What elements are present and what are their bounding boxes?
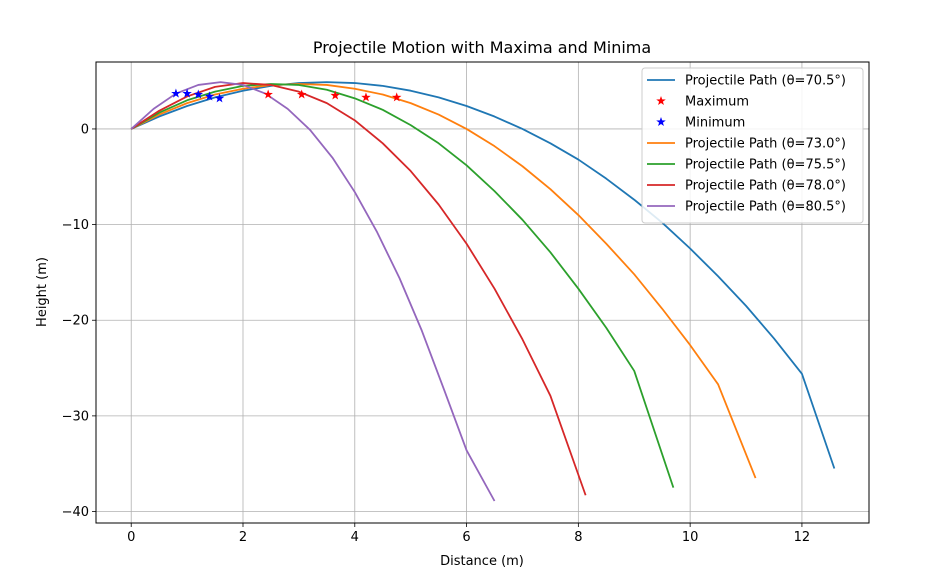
legend-label: Projectile Path (θ=78.0°) — [685, 179, 846, 194]
legend-label: Projectile Path (θ=80.5°) — [685, 200, 846, 215]
series-line — [130, 83, 757, 479]
maximum-marker — [361, 92, 371, 102]
legend-label: Maximum — [685, 95, 749, 110]
maximum-marker — [391, 92, 402, 102]
y-tick-label: −30 — [62, 409, 89, 424]
x-tick-label: 0 — [127, 530, 135, 545]
x-tick-label: 2 — [239, 530, 247, 545]
x-tick-label: 4 — [351, 530, 359, 545]
legend-label: Minimum — [685, 116, 745, 131]
x-axis-title: Distance (m) — [440, 554, 524, 569]
minimum-marker — [182, 88, 192, 98]
y-tick-label: 0 — [81, 122, 89, 137]
series-line — [130, 81, 836, 469]
x-tick-label: 12 — [794, 530, 811, 545]
series-line — [130, 81, 496, 502]
legend-swatch-star — [656, 117, 666, 127]
series-layer — [130, 81, 836, 502]
x-tick-label: 6 — [462, 530, 470, 545]
legend-box — [641, 67, 864, 224]
maximum-marker — [330, 90, 340, 100]
series-line — [130, 82, 587, 496]
y-tick-label: −40 — [62, 505, 89, 520]
ticks: 0 2 4 6 8 10 12 0 −10 −20 −30 −40 — [62, 122, 811, 545]
minimum-marker — [193, 89, 204, 99]
legend: Projectile Path (θ=70.5°) Maximum Minimum P… — [641, 67, 864, 224]
legend-label: Projectile Path (θ=73.0°) — [685, 137, 846, 152]
minimum-marker — [204, 91, 215, 101]
x-tick-label: 8 — [574, 530, 582, 545]
legend-label: Projectile Path (θ=75.5°) — [685, 158, 846, 173]
minimum-marker — [171, 88, 181, 98]
legend-label: Projectile Path (θ=70.5°) — [685, 74, 846, 89]
maximum-marker — [263, 89, 273, 99]
series-line — [130, 83, 675, 488]
minimum-marker — [214, 93, 225, 103]
plot-frame — [95, 61, 870, 524]
x-tick-label: 10 — [682, 530, 699, 545]
y-axis-title: Height (m) — [35, 257, 50, 327]
y-tick-label: −10 — [62, 218, 89, 233]
y-tick-label: −20 — [62, 314, 89, 329]
legend-swatch-star — [656, 96, 666, 106]
maximum-marker — [296, 89, 307, 99]
chart-title: Projectile Motion with Maxima and Minima — [313, 38, 651, 57]
